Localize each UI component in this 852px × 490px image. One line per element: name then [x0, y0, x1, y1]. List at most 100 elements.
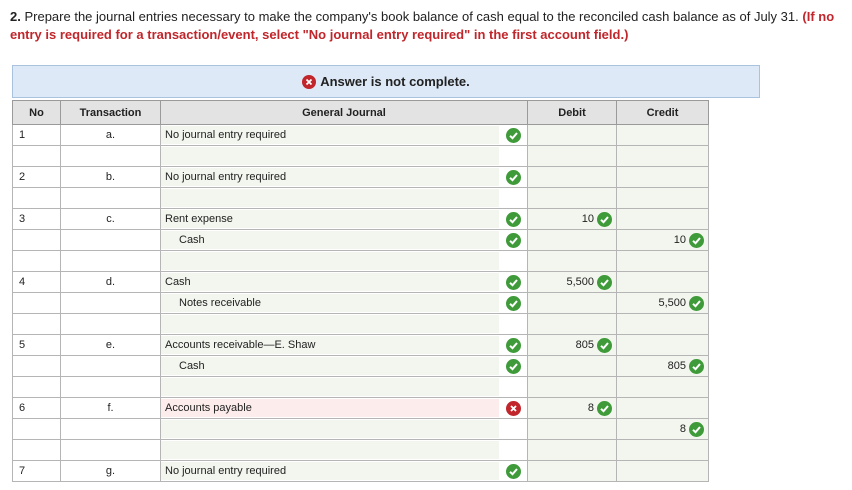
account-input: [161, 315, 499, 333]
debit-cell: [527, 376, 617, 398]
column-header: Debit: [527, 100, 617, 125]
account-field: [161, 188, 527, 208]
account-field: [161, 314, 527, 334]
debit-cell: [527, 250, 617, 272]
account-cell: Cash: [160, 355, 528, 377]
entry-number: [12, 313, 61, 335]
account-cell: [160, 187, 528, 209]
account-field: No journal entry required: [161, 125, 527, 145]
entry-number: [12, 187, 61, 209]
credit-cell: [616, 460, 709, 482]
account-input: No journal entry required: [161, 168, 499, 186]
account-input: No journal entry required: [161, 126, 499, 144]
status: [499, 274, 527, 290]
entry-number: 5: [12, 334, 61, 356]
credit-cell: [616, 376, 709, 398]
account-cell: Cash: [160, 229, 528, 251]
credit-amount: 5,500: [658, 297, 686, 309]
account-cell: Cash: [160, 271, 528, 293]
debit-cell: [527, 166, 617, 188]
correct-icon: [505, 169, 521, 185]
debit-input: 805: [528, 335, 616, 355]
account-input: [161, 420, 499, 438]
debit-input: [528, 146, 616, 166]
journal-row: Cash 805: [12, 355, 709, 377]
transaction: [60, 187, 161, 209]
debit-input: 10: [528, 209, 616, 229]
account-field: Cash: [161, 272, 527, 292]
account-input: No journal entry required: [161, 462, 499, 480]
account-cell: [160, 145, 528, 167]
credit-cell: [616, 334, 709, 356]
incorrect-icon: [505, 400, 521, 416]
account-cell: [160, 418, 528, 440]
correct-icon: [505, 232, 521, 248]
correct-icon: [505, 127, 521, 143]
transaction: g.: [60, 460, 161, 482]
credit-input: 10: [617, 230, 708, 250]
transaction: e.: [60, 334, 161, 356]
journal-row: [12, 145, 709, 167]
transaction: a.: [60, 124, 161, 146]
column-header: Credit: [616, 100, 709, 125]
debit-amount: 10: [581, 213, 594, 225]
account-input: Notes receivable: [161, 294, 499, 312]
correct-icon: [505, 463, 521, 479]
account-field: No journal entry required: [161, 461, 527, 481]
credit-cell: [616, 250, 709, 272]
account-field: Cash: [161, 230, 527, 250]
credit-cell: [616, 313, 709, 335]
correct-icon: [505, 337, 521, 353]
account-input: [161, 378, 499, 396]
entry-number: 2: [12, 166, 61, 188]
credit-input: [617, 251, 708, 271]
credit-cell: [616, 208, 709, 230]
correct-icon: [505, 274, 521, 290]
credit-input: [617, 377, 708, 397]
debit-input: 8: [528, 398, 616, 418]
account-field: [161, 419, 527, 439]
credit-input: [617, 209, 708, 229]
account-input: [161, 252, 499, 270]
account-input: Rent expense: [161, 210, 499, 228]
debit-input: 5,500: [528, 272, 616, 292]
correct-icon: [597, 211, 612, 227]
credit-input: [617, 125, 708, 145]
entry-number: [12, 250, 61, 272]
account-cell: Accounts receivable—E. Shaw: [160, 334, 528, 356]
entry-number: [12, 376, 61, 398]
status-banner: Answer is not complete.: [12, 65, 760, 98]
debit-input: [528, 377, 616, 397]
account-cell: [160, 313, 528, 335]
debit-input: [528, 356, 616, 376]
debit-cell: [527, 292, 617, 314]
header-row: No Transaction General Journal Debit Credit: [12, 100, 709, 125]
credit-input: [617, 461, 708, 481]
debit-cell: [527, 145, 617, 167]
debit-input: [528, 314, 616, 334]
debit-cell: [527, 313, 617, 335]
column-header: No: [12, 100, 61, 125]
status: [499, 295, 527, 311]
credit-input: [617, 167, 708, 187]
entry-number: [12, 229, 61, 251]
account-cell: No journal entry required: [160, 166, 528, 188]
transaction: [60, 313, 161, 335]
journal-row: [12, 250, 709, 272]
debit-cell: 5,500: [527, 271, 617, 293]
debit-cell: [527, 460, 617, 482]
debit-input: [528, 419, 616, 439]
account-field: [161, 146, 527, 166]
debit-input: [528, 230, 616, 250]
transaction: [60, 250, 161, 272]
transaction: [60, 355, 161, 377]
account-field: Rent expense: [161, 209, 527, 229]
account-cell: Accounts payable: [160, 397, 528, 419]
debit-cell: 805: [527, 334, 617, 356]
entry-number: [12, 418, 61, 440]
credit-cell: [616, 397, 709, 419]
account-field: [161, 251, 527, 271]
account-field: No journal entry required: [161, 167, 527, 187]
instruction: (If no entry is required for a transacti…: [10, 9, 835, 42]
transaction: d.: [60, 271, 161, 293]
